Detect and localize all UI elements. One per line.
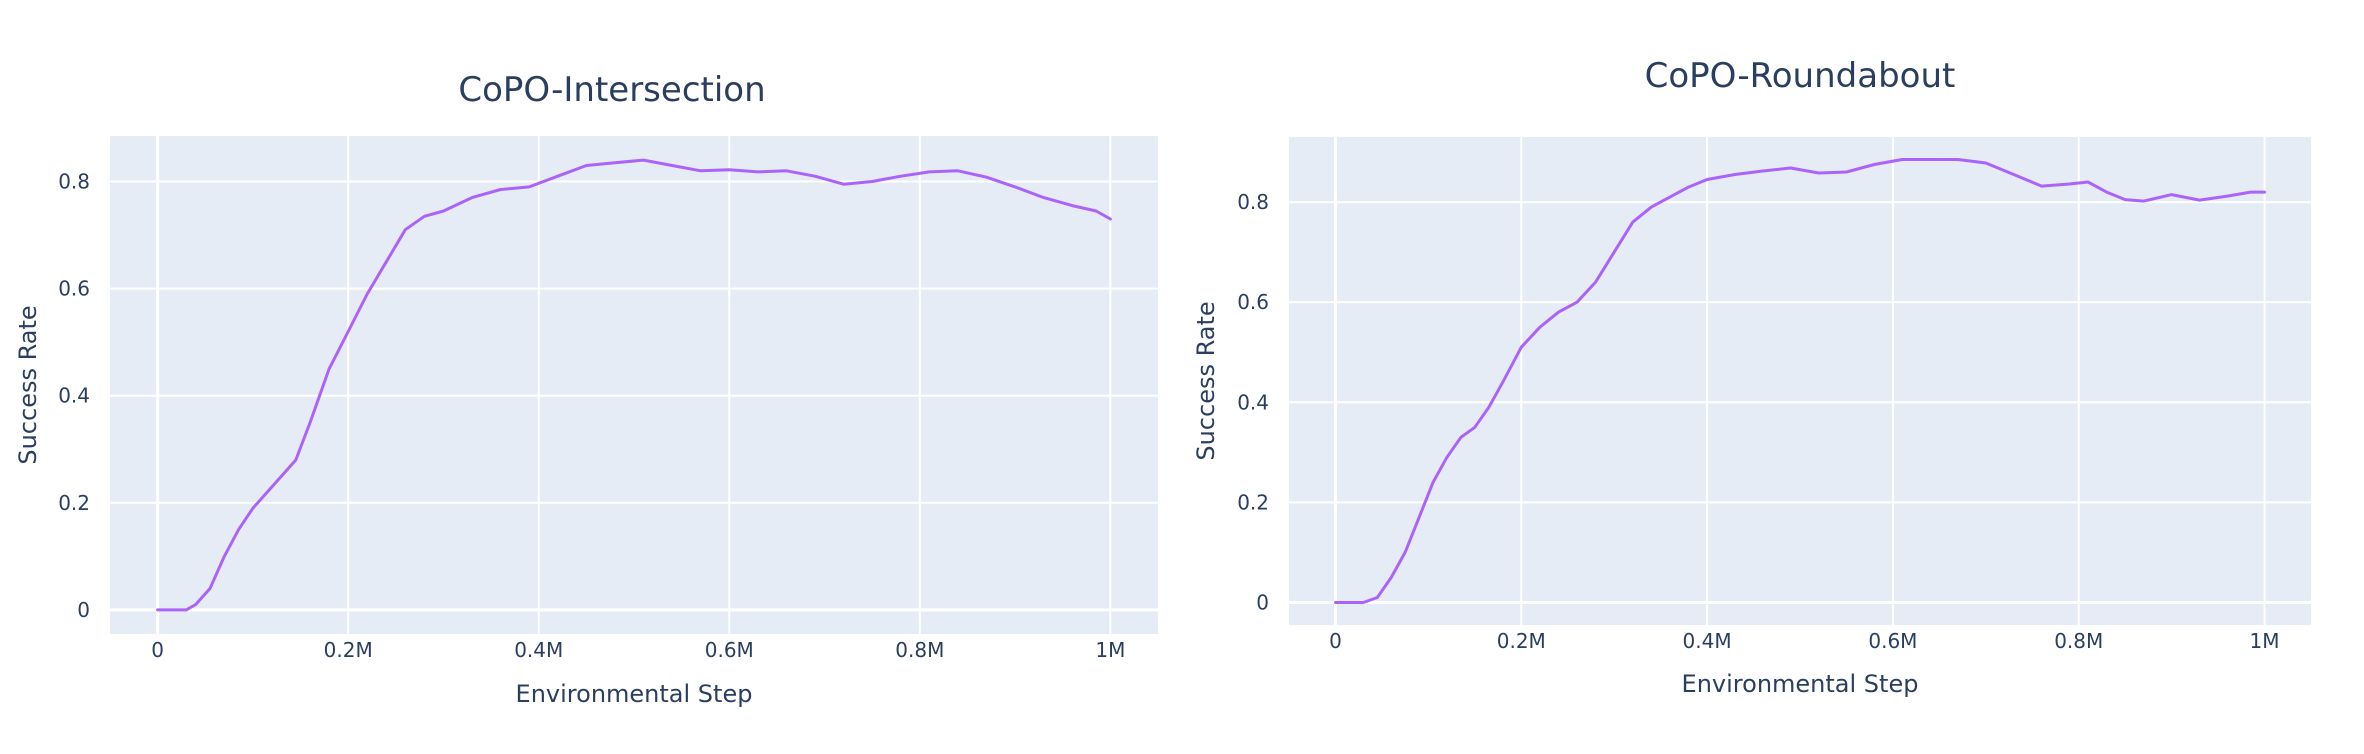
chart-2-x-tick-label: 1M xyxy=(2250,629,2280,653)
chart-1-plot-background xyxy=(110,136,1158,634)
chart-1-y-tick-label: 0.6 xyxy=(58,277,90,301)
chart-1-x-tick-label: 1M xyxy=(1095,638,1125,662)
chart-2-y-tick-label: 0 xyxy=(1256,590,1269,614)
chart-2-x-tick-label: 0.2M xyxy=(1497,629,1546,653)
chart-1-y-tick-label: 0.2 xyxy=(58,491,90,515)
chart-1-x-axis-title: Environmental Step xyxy=(516,680,753,708)
chart-1-x-tick-label: 0 xyxy=(151,638,164,662)
chart-2-y-tick-label: 0.2 xyxy=(1237,490,1269,514)
chart-1-x-tick-label: 0.2M xyxy=(324,638,373,662)
chart-2-series-line-1 xyxy=(1334,158,2266,604)
chart-1-y-tick-label: 0 xyxy=(77,598,90,622)
chart-1-title: CoPO-Intersection xyxy=(458,70,765,110)
chart-2-y-tick-label: 0.8 xyxy=(1237,190,1269,214)
chart-1-y-axis-title: Success Rate xyxy=(14,305,42,464)
chart-1-series-line-1 xyxy=(156,158,1112,612)
chart-2-x-tick-label: 0.4M xyxy=(1683,629,1732,653)
chart-2-x-tick-label: 0 xyxy=(1329,629,1342,653)
chart-2-x-tick-label: 0.6M xyxy=(1868,629,1917,653)
chart-2-y-axis-title: Success Rate xyxy=(1192,301,1220,460)
chart-2-x-tick-label: 0.8M xyxy=(2054,629,2103,653)
chart-1-x-tick-label: 0.8M xyxy=(895,638,944,662)
chart-2-title: CoPO-Roundabout xyxy=(1645,56,1956,96)
chart-1-y-tick-label: 0.8 xyxy=(58,170,90,194)
chart-2-plot-background xyxy=(1289,137,2311,625)
chart-1-y-tick-label: 0.4 xyxy=(58,384,90,408)
chart-2-y-tick-label: 0.6 xyxy=(1237,290,1269,314)
chart-2-y-tick-label: 0.4 xyxy=(1237,390,1269,414)
chart-1-x-tick-label: 0.4M xyxy=(514,638,563,662)
chart-1-x-tick-label: 0.6M xyxy=(705,638,754,662)
chart-2-x-axis-title: Environmental Step xyxy=(1682,670,1919,698)
